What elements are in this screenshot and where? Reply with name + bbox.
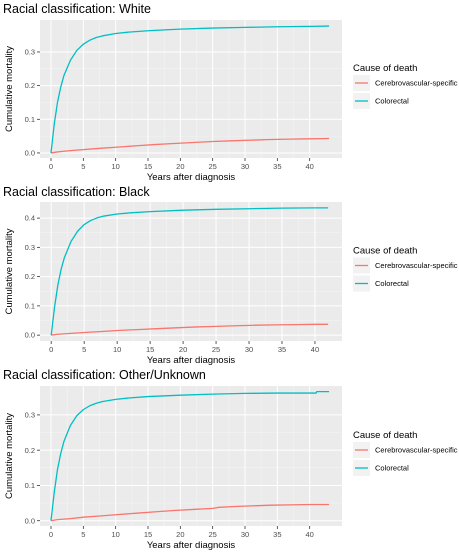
chart-title: Racial classification: Other/Unknown [3,368,206,382]
x-axis-label: Years after diagnosis [147,355,236,366]
x-tick-label: 15 [146,345,154,354]
y-tick-label: 0.3 [25,411,35,420]
x-tick-label: 0 [49,162,53,171]
x-tick-label: 35 [278,345,286,354]
x-tick-label: 25 [208,530,216,539]
legend-title: Cause of death [353,63,417,74]
chart-title: Racial classification: Black [3,185,150,199]
x-tick-label: 20 [179,345,187,354]
series-line [51,323,329,336]
legend-title: Cause of death [353,430,417,441]
chart-title: Racial classification: White [3,2,151,16]
y-tick-label: 0.1 [25,481,35,490]
y-tick-label: 0.0 [25,331,35,340]
x-tick-label: 20 [176,530,184,539]
y-tick-label: 0.0 [25,516,35,525]
x-axis-label: Years after diagnosis [147,540,236,550]
x-tick-label: 40 [305,162,313,171]
series-line [50,137,330,154]
x-axis-label: Years after diagnosis [147,172,236,183]
x-tick-label: 35 [273,162,281,171]
x-tick-label: 5 [81,162,85,171]
legend-title: Cause of death [353,246,417,257]
x-tick-label: 30 [241,162,249,171]
x-tick-label: 25 [212,345,220,354]
x-tick-label: 0 [49,530,53,539]
x-tick-label: 30 [241,530,249,539]
chart-panel: Racial classification: Black 0 5 10 15 20 25 30… [3,185,458,366]
plot-background [40,202,342,341]
chart-panel: Racial classification: White 0 5 10 15 20 25 30… [3,2,458,183]
series-line [50,503,330,522]
y-tick-label: 0.4 [25,214,35,223]
y-tick-label: 0.2 [25,272,35,281]
y-tick-label: 0.0 [25,149,35,158]
y-tick-label: 0.2 [25,81,35,90]
series-line [50,25,330,154]
y-tick-label: 0.1 [25,115,35,124]
x-tick-label: 20 [176,162,184,171]
y-tick-label: 0.2 [25,446,35,455]
legend-label: Colorectal [375,279,409,288]
x-tick-label: 10 [111,530,119,539]
legend-label: Colorectal [375,464,409,473]
x-tick-label: 10 [113,345,121,354]
x-tick-label: 40 [311,345,319,354]
x-tick-label: 0 [49,345,53,354]
y-axis-label: Cumulative mortality [4,228,15,314]
x-tick-label: 15 [144,530,152,539]
x-tick-label: 35 [273,530,281,539]
plot-background [40,386,342,526]
plot-background [40,20,342,158]
y-axis-label: Cumulative mortality [4,413,15,499]
y-tick-label: 0.3 [25,48,35,57]
y-tick-label: 0.1 [25,301,35,310]
x-tick-label: 15 [144,162,152,171]
x-tick-label: 10 [111,162,119,171]
chart-panel: Racial classification: Other/Unknown 0 5 10… [3,368,458,551]
x-tick-label: 25 [208,162,216,171]
x-tick-label: 5 [81,530,85,539]
legend-label: Cerebrovascular-specific [375,446,458,455]
legend-label: Cerebrovascular-specific [375,261,458,270]
x-tick-label: 5 [82,345,86,354]
legend-label: Cerebrovascular-specific [375,79,458,88]
x-tick-label: 40 [305,530,313,539]
legend-label: Colorectal [375,97,409,106]
series-line [50,390,330,521]
y-tick-label: 0.3 [25,243,35,252]
x-tick-label: 30 [245,345,253,354]
y-axis-label: Cumulative mortality [4,46,15,132]
series-line [50,207,329,336]
